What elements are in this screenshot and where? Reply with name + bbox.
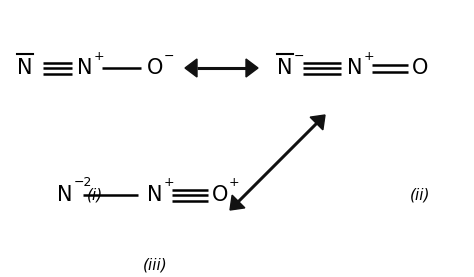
Text: O: O — [212, 185, 228, 205]
Text: N: N — [347, 58, 363, 78]
Text: −: − — [294, 50, 304, 63]
Text: O: O — [147, 58, 163, 78]
Text: −: − — [164, 50, 174, 63]
Text: (ii): (ii) — [410, 188, 430, 202]
Text: +: + — [164, 176, 174, 189]
Text: N: N — [57, 185, 73, 205]
Text: N: N — [17, 58, 33, 78]
Text: O: O — [412, 58, 428, 78]
Polygon shape — [310, 115, 325, 130]
Text: +: + — [229, 176, 240, 189]
Text: (iii): (iii) — [143, 258, 167, 273]
Text: N: N — [77, 58, 93, 78]
Text: −2: −2 — [74, 176, 92, 189]
Polygon shape — [246, 59, 258, 77]
Text: N: N — [277, 58, 293, 78]
Text: +: + — [364, 50, 374, 63]
Polygon shape — [185, 59, 197, 77]
Text: (i): (i) — [87, 188, 103, 202]
Polygon shape — [230, 195, 245, 210]
Text: +: + — [94, 50, 105, 63]
Text: N: N — [147, 185, 163, 205]
